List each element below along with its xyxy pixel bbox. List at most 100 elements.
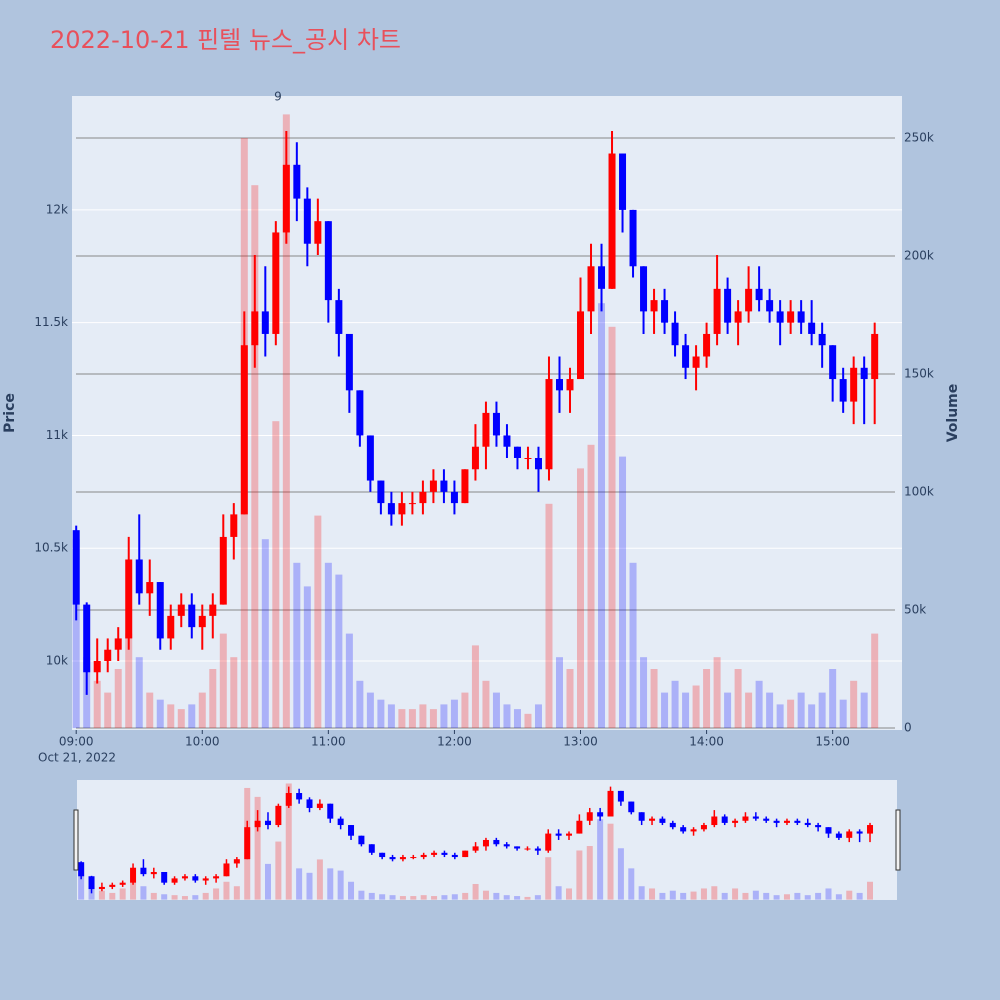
candle-body	[598, 266, 606, 289]
candle-body	[682, 345, 690, 368]
slider-volume-bar	[358, 890, 365, 900]
slider-volume-bar	[867, 881, 874, 900]
volume-bar	[829, 668, 837, 728]
slider-candle-body	[379, 852, 386, 858]
slider-candle-body	[348, 825, 355, 836]
slider-candle-body	[202, 878, 209, 881]
slider-volume-bar	[306, 872, 313, 900]
slider-candle-body	[752, 816, 759, 819]
slider-volume-bar	[835, 894, 842, 900]
slider-volume-bar	[119, 888, 126, 900]
candle-body	[587, 266, 595, 312]
slider-volume-bar	[213, 888, 220, 900]
volume-bar	[177, 709, 185, 728]
candle-body	[650, 300, 658, 312]
candle-body	[198, 615, 206, 628]
slider-volume-bar	[514, 896, 521, 900]
slider-candle-body	[78, 862, 85, 877]
y2-tick-label: 100k	[904, 484, 934, 498]
candle-body	[482, 412, 490, 447]
chart-title: 2022-10-21 핀텔 뉴스_공시 차트	[50, 26, 401, 54]
slider-candle-body	[825, 827, 832, 834]
slider-volume-bar	[379, 894, 386, 900]
slider-volume-bar	[348, 881, 355, 900]
slider-handle[interactable]	[895, 809, 901, 871]
candle-body	[72, 530, 80, 605]
volume-bar	[125, 633, 133, 728]
candle-body	[335, 300, 343, 334]
slider-candle-body	[617, 790, 624, 802]
volume-bar	[776, 704, 784, 728]
volume-bar	[104, 692, 112, 728]
volume-bar	[661, 692, 669, 728]
y2-axis-title: Volume	[945, 384, 961, 443]
slider-volume-bar	[130, 881, 137, 900]
slider-volume-bar	[524, 896, 531, 900]
volume-bar	[461, 692, 469, 728]
candle-body	[766, 300, 774, 312]
volume-bar	[797, 692, 805, 728]
slider-candle-body	[680, 827, 687, 832]
volume-bar	[366, 692, 374, 728]
slider-candle-body	[98, 886, 105, 890]
slider-candle-body	[732, 820, 739, 823]
candle-body	[619, 153, 627, 210]
slider-candle-body	[161, 871, 168, 883]
slider-volume-bar	[233, 886, 240, 900]
slider-candle-body	[493, 839, 500, 845]
volume-bar	[724, 692, 732, 728]
slider-candle-body	[327, 803, 334, 819]
slider-volume-bar	[773, 895, 780, 900]
slider-volume-bar	[410, 896, 417, 900]
slider-candle-body	[514, 846, 521, 849]
slider-volume-bar	[846, 890, 853, 900]
candle-body	[566, 379, 574, 391]
candle-body	[745, 288, 753, 312]
slider-volume-bar	[192, 895, 199, 900]
slider-candle-body	[576, 820, 583, 834]
volume-bar	[219, 633, 227, 728]
candle-body	[146, 582, 154, 594]
slider-volume-bar	[202, 892, 209, 900]
slider-candle-body	[597, 812, 604, 817]
x-tick-label: 10:00	[185, 735, 220, 749]
volume-bar	[398, 709, 406, 728]
slider-volume-bar	[472, 883, 479, 900]
slider-candle-body	[503, 844, 510, 847]
volume-bar	[818, 692, 826, 728]
candle-body	[230, 514, 238, 537]
slider-volume-bar	[296, 868, 303, 900]
candle-body	[492, 412, 500, 436]
volume-bar	[871, 633, 879, 728]
volume-bar	[440, 704, 448, 728]
slider-volume-bar	[462, 892, 469, 900]
slider-candle-body	[181, 876, 188, 879]
y-axis-title: Price	[2, 393, 18, 433]
volume-bar	[850, 680, 858, 728]
candle-body	[724, 288, 732, 323]
slider-handle[interactable]	[73, 809, 79, 871]
slider-candle-body	[275, 805, 282, 826]
slider-candle-body	[410, 857, 417, 859]
slider-candle-body	[119, 882, 126, 885]
volume-bar	[608, 326, 616, 728]
volume-bar	[230, 657, 238, 728]
slider-volume-bar	[493, 892, 500, 900]
slider-candle-body	[649, 818, 656, 821]
volume-bar	[692, 685, 700, 728]
slider-candle-body	[358, 835, 365, 845]
slider-volume-bar	[337, 870, 344, 900]
volume-bar	[682, 692, 690, 728]
volume-bar	[713, 657, 721, 728]
candle-body	[240, 345, 248, 515]
slider-volume-bar	[264, 863, 271, 900]
candle-body	[524, 457, 532, 459]
y-tick-label: 10k	[46, 653, 68, 667]
slider-candle-body	[835, 833, 842, 838]
slider-volume-bar	[649, 888, 656, 900]
slider-volume-bar	[576, 850, 583, 900]
slider-volume-bar	[566, 888, 572, 900]
volume-bar	[619, 456, 627, 728]
candle-body	[167, 615, 175, 639]
slider-volume-bar	[617, 848, 624, 900]
